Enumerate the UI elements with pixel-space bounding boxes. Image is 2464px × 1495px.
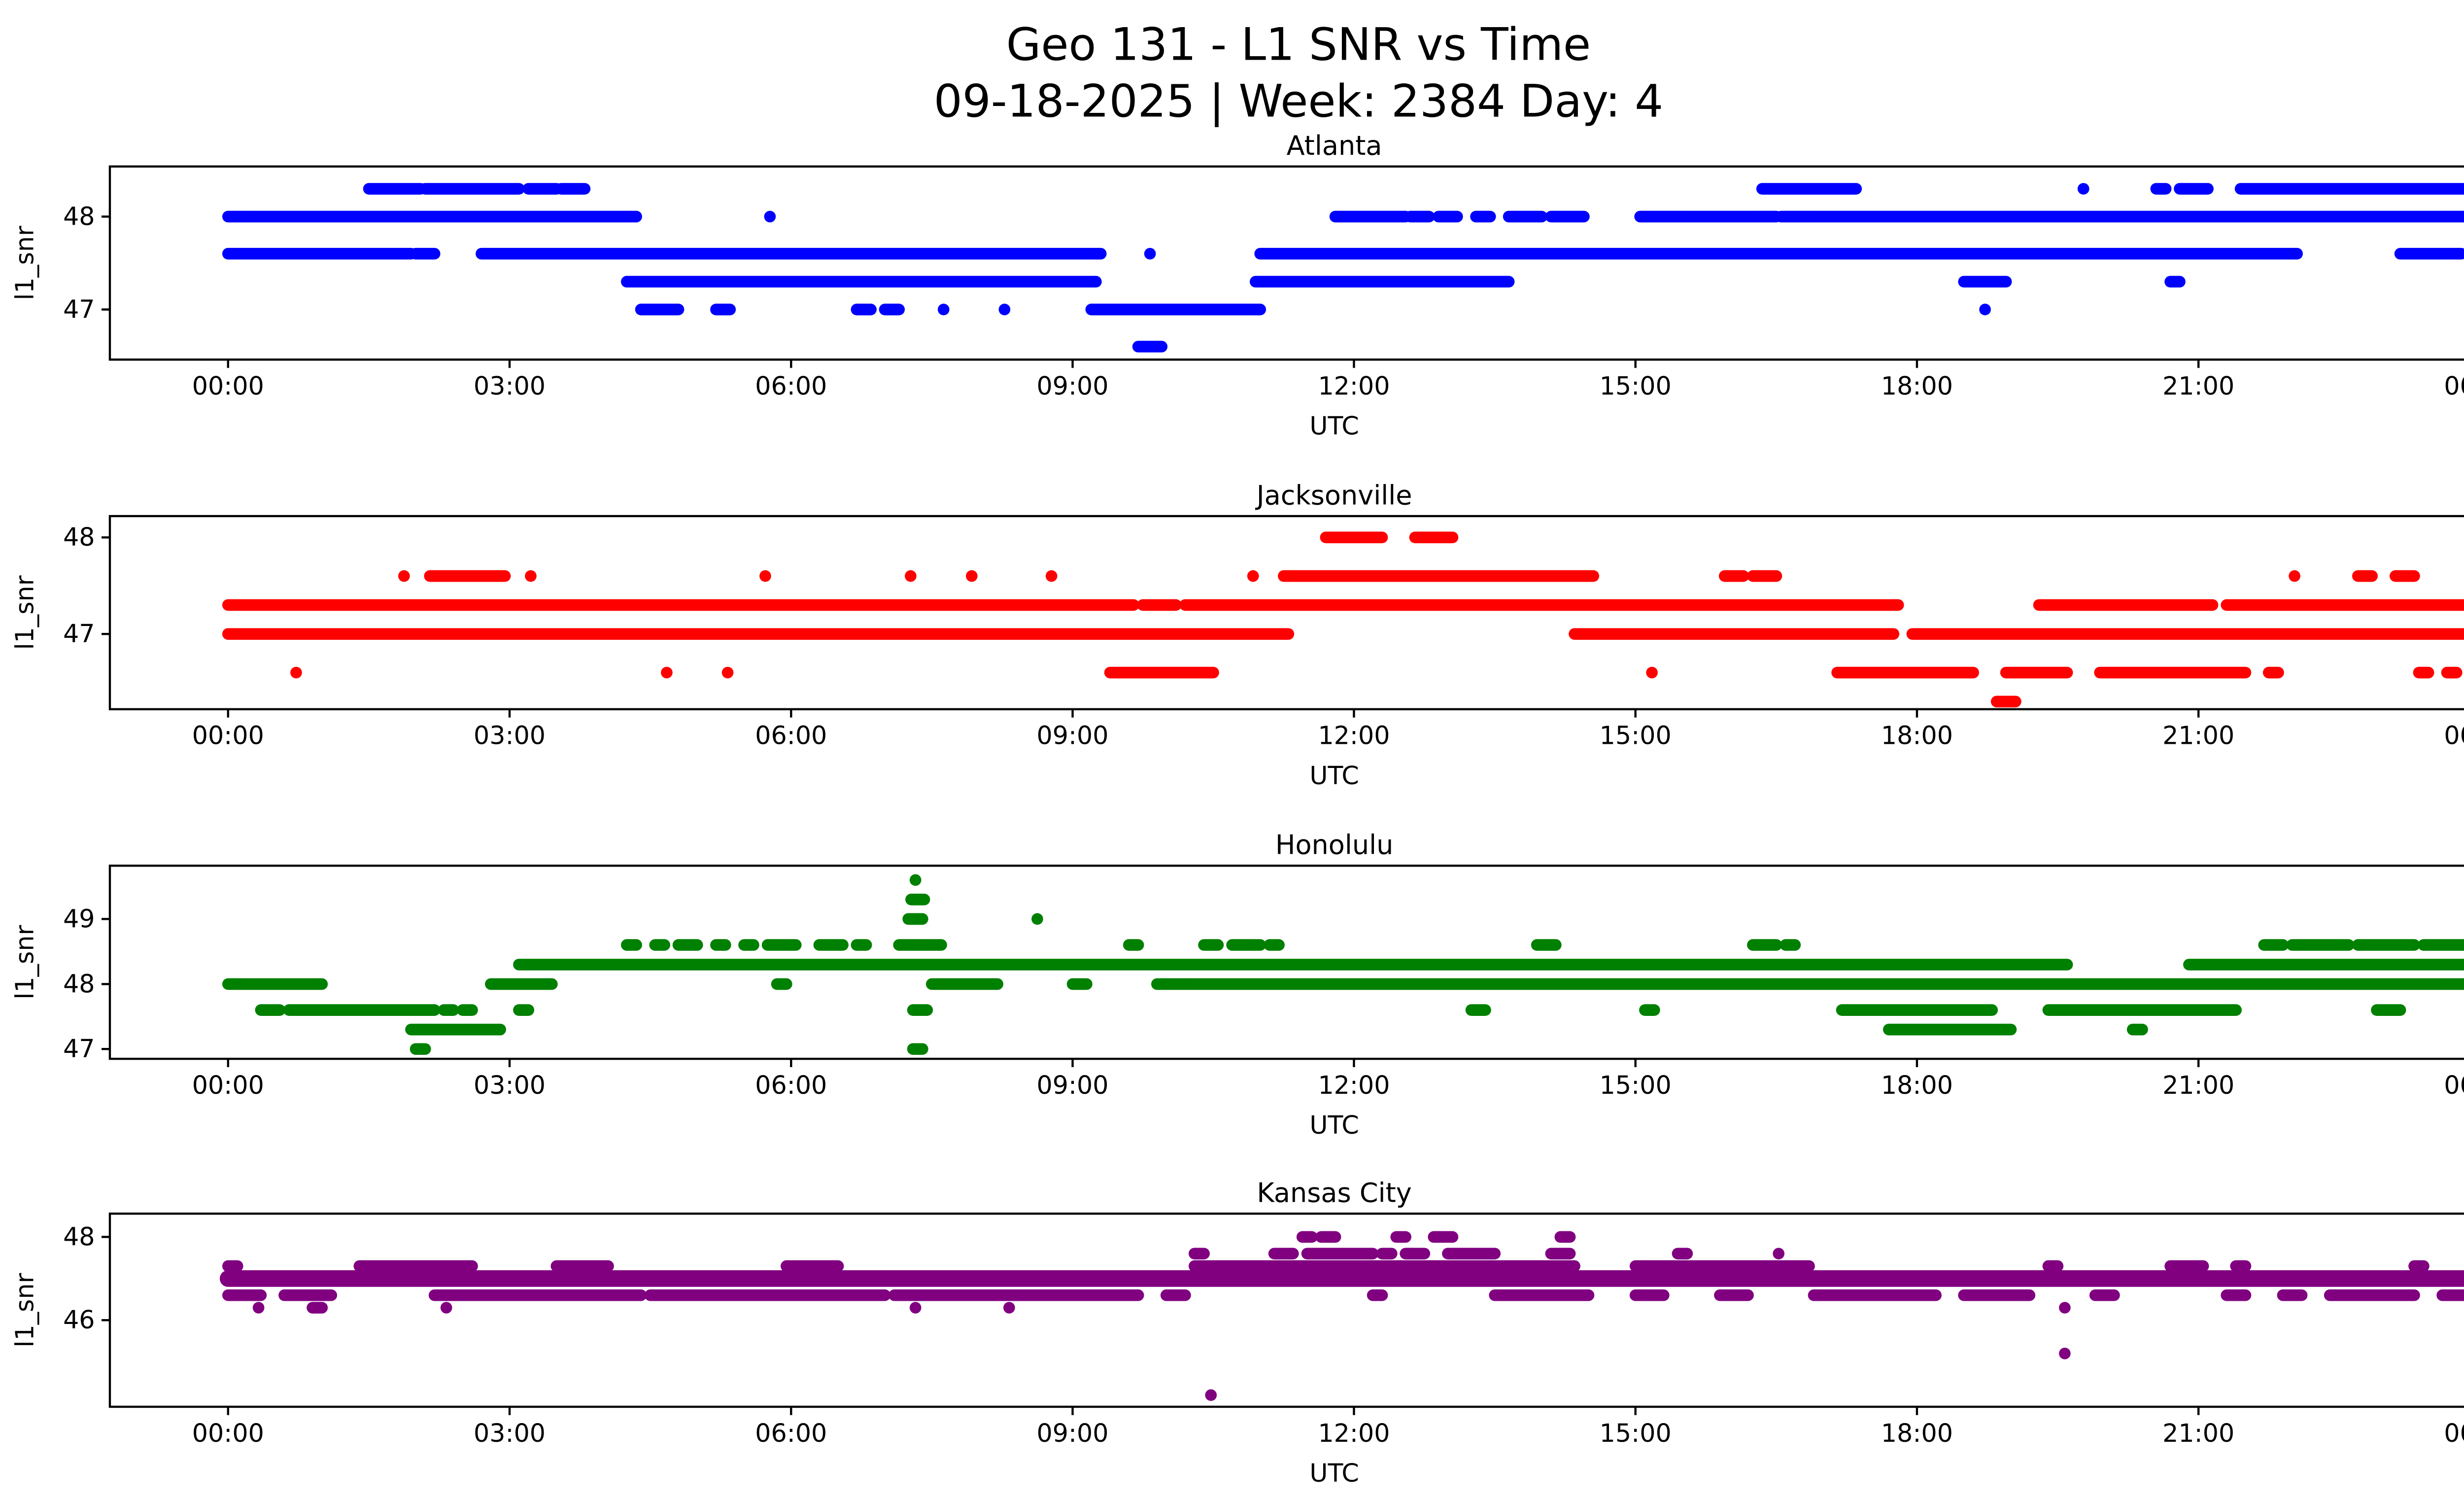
x-tick-label: 00:00 [192, 371, 264, 400]
x-tick-label: 00:00 [2444, 721, 2464, 750]
data-point [759, 570, 771, 582]
data-point [1773, 1248, 1785, 1260]
x-tick-label: 15:00 [1600, 1419, 1672, 1448]
x-tick-label: 09:00 [1037, 1071, 1109, 1100]
x-axis-label: UTC [1309, 1111, 1359, 1140]
data-point [398, 570, 410, 582]
y-tick-label: 49 [63, 904, 95, 933]
y-tick-label: 48 [63, 202, 95, 231]
data-point [1247, 570, 1259, 582]
subplot-honolulu: 00:00 03:00 06:00 09:00 12:00 15:00 18:00 21:00… [10, 830, 2464, 1140]
data-point [290, 666, 302, 679]
y-tick-label: 48 [63, 522, 95, 552]
data-point [1031, 913, 1043, 925]
figure-title: Geo 131 - L1 SNR vs Time [1006, 18, 1591, 71]
x-tick-label: 00:00 [192, 1419, 264, 1448]
x-tick-label: 00:00 [2444, 1419, 2464, 1448]
data-point [1646, 666, 1658, 679]
x-tick-label: 21:00 [2162, 371, 2234, 400]
figure-subtitle: 09-18-2025 | Week: 2384 Day: 4 [934, 74, 1664, 127]
x-tick-label: 09:00 [1037, 721, 1109, 750]
data-point [909, 1302, 922, 1314]
subplot-title: Kansas City [1257, 1178, 1411, 1209]
y-tick-label: 47 [63, 1034, 95, 1063]
x-tick-label: 15:00 [1600, 721, 1672, 750]
subplot-title: Jacksonville [1255, 480, 1412, 511]
x-tick-label: 09:00 [1037, 371, 1109, 400]
x-tick-label: 18:00 [1881, 1071, 1953, 1100]
x-tick-label: 12:00 [1318, 371, 1390, 400]
x-tick-label: 15:00 [1600, 1071, 1672, 1100]
x-tick-label: 03:00 [474, 721, 546, 750]
x-tick-label: 18:00 [1881, 1419, 1953, 1448]
data-point [1045, 570, 1058, 582]
x-tick-label: 00:00 [2444, 371, 2464, 400]
y-axis-label: l1_snr [10, 226, 39, 300]
x-tick-label: 21:00 [2162, 1419, 2234, 1448]
x-tick-label: 00:00 [192, 721, 264, 750]
x-tick-label: 12:00 [1318, 721, 1390, 750]
plot-border [108, 165, 2464, 361]
data-point [1144, 247, 1156, 260]
plot-border [108, 1213, 2464, 1408]
plot-border [108, 515, 2464, 711]
data-point [1003, 1302, 1015, 1314]
x-tick-label: 18:00 [1881, 721, 1953, 750]
data-point [661, 666, 673, 679]
x-tick-label: 09:00 [1037, 1419, 1109, 1448]
data-point [2289, 570, 2300, 582]
y-axis-label: l1_snr [10, 575, 39, 650]
subplot-kansas-city: 00:00 03:00 06:00 09:00 12:00 15:00 18:00 21:00… [10, 1178, 2464, 1488]
data-point [525, 570, 537, 582]
data-point [909, 874, 922, 886]
data-point [721, 666, 734, 679]
data-point [764, 210, 776, 223]
x-tick-label: 21:00 [2162, 1071, 2234, 1100]
x-tick-label: 00:00 [192, 1071, 264, 1100]
x-tick-label: 12:00 [1318, 1419, 1390, 1448]
data-point [1979, 304, 1991, 315]
x-tick-label: 06:00 [755, 721, 827, 750]
data-point [937, 304, 950, 315]
data-point [966, 570, 978, 582]
x-tick-label: 15:00 [1600, 371, 1672, 400]
y-axis-label: l1_snr [10, 925, 39, 1000]
x-tick-label: 18:00 [1881, 371, 1953, 400]
x-tick-label: 03:00 [474, 1419, 546, 1448]
y-axis-label: l1_snr [10, 1273, 39, 1347]
x-axis-label: UTC [1309, 412, 1359, 441]
y-tick-label: 47 [63, 295, 95, 324]
data-point [905, 570, 917, 582]
x-tick-label: 03:00 [474, 371, 546, 400]
x-axis-label: UTC [1309, 761, 1359, 790]
y-tick-label: 48 [63, 1222, 95, 1251]
data-point [2059, 1302, 2071, 1314]
data-point [440, 1302, 452, 1314]
data-point [252, 1302, 265, 1314]
x-tick-label: 06:00 [755, 1071, 827, 1100]
x-tick-label: 00:00 [2444, 1071, 2464, 1100]
y-tick-label: 47 [63, 619, 95, 648]
data-point [2077, 183, 2089, 195]
x-tick-label: 06:00 [755, 1419, 827, 1448]
subplot-title: Atlanta [1287, 130, 1382, 161]
x-tick-label: 06:00 [755, 371, 827, 400]
subplots-group: 00:00 03:00 06:00 09:00 12:00 15:00 18:00 21:00… [10, 130, 2464, 1488]
x-axis-label: UTC [1309, 1459, 1359, 1488]
data-point [998, 304, 1011, 315]
x-tick-label: 12:00 [1318, 1071, 1390, 1100]
data-point [2059, 1348, 2071, 1359]
subplot-jacksonville: 00:00 03:00 06:00 09:00 12:00 15:00 18:00 21:00… [10, 480, 2464, 790]
x-tick-label: 03:00 [474, 1071, 546, 1100]
subplot-atlanta: 00:00 03:00 06:00 09:00 12:00 15:00 18:00 21:00… [10, 130, 2464, 441]
y-tick-label: 46 [63, 1305, 95, 1334]
y-tick-label: 48 [63, 969, 95, 998]
data-point [1205, 1389, 1217, 1401]
x-tick-label: 21:00 [2162, 721, 2234, 750]
plot-border [108, 865, 2464, 1060]
subplot-title: Honolulu [1275, 830, 1394, 861]
